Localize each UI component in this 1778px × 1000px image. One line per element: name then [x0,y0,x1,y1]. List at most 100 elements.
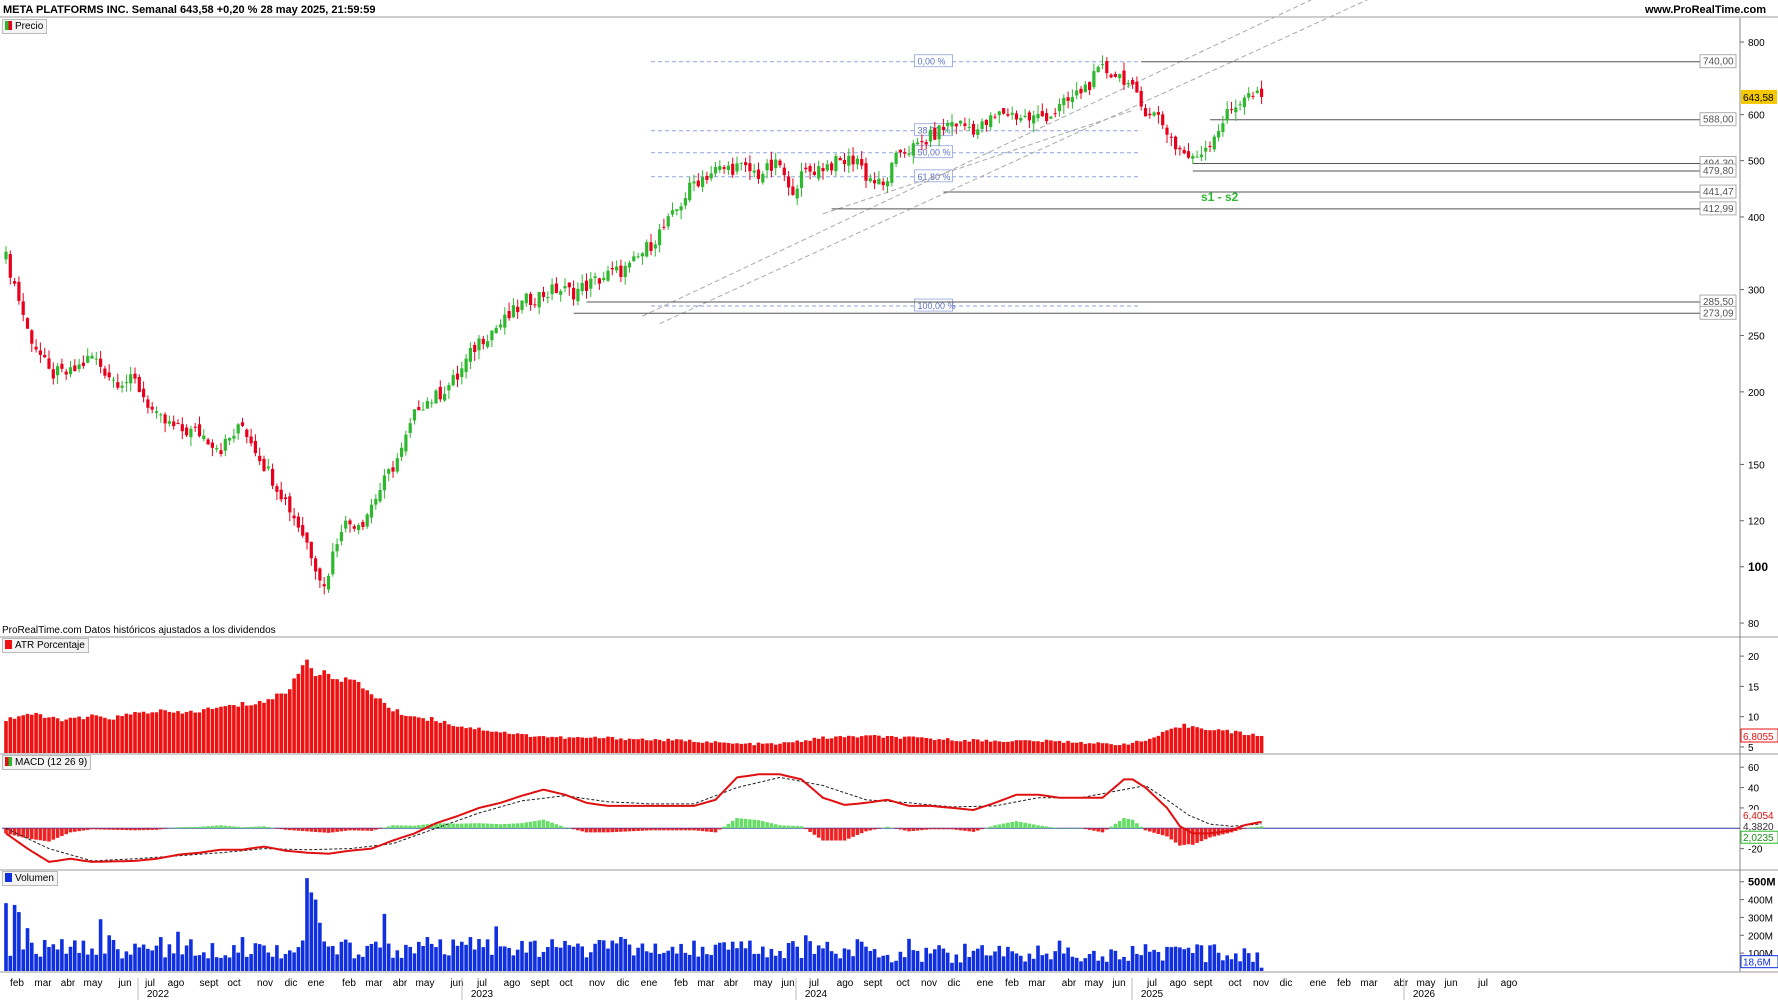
volume-bar [472,949,477,971]
candle-body [645,242,649,257]
candle-body [971,123,976,135]
volume-bar [1001,956,1006,971]
volume-bar [133,943,137,971]
volume-bar [503,946,507,971]
candle-body [13,281,17,284]
macd-hist-bar [670,828,675,831]
macd-hist-bar [438,823,443,829]
atr-bar [1186,727,1191,753]
candle-body [1178,147,1182,150]
candle-body [1019,117,1023,121]
atr-bar [1083,743,1088,753]
volume-bar [1216,952,1221,971]
volume-swatch-icon [5,873,12,882]
atr-bar [619,738,623,753]
candle-body [959,120,963,124]
candle-body [73,365,77,372]
volume-bar [1040,955,1045,971]
macd-hist-bar [128,828,133,831]
volume-bar [1066,947,1070,971]
atr-bar [300,665,305,753]
candle-body [357,524,361,531]
candle-body [658,229,662,246]
candle-body [1036,113,1040,119]
candle-body [1109,74,1113,78]
macd-hist-bar [636,828,640,831]
volume-bar [601,940,606,971]
macd-hist-bar [666,828,670,831]
atr-bar [847,735,851,753]
candle-body [279,489,283,500]
site-link[interactable]: www.ProRealTime.com [1644,4,1766,16]
volume-bar [589,952,593,971]
macd-hist-bar [378,828,382,829]
macd-hist-bar [1126,818,1131,829]
candle-body [941,126,945,130]
volume-bar [1109,949,1113,971]
atr-bar [670,740,675,753]
candle-body [137,376,141,393]
macd-hist-bar [214,825,219,829]
volume-bar [597,940,602,971]
candle-body [1229,109,1234,111]
volume-bar [292,952,296,971]
macd-hist-bar [1135,823,1139,829]
volume-bar [283,953,288,971]
macd-hist-bar [1036,825,1040,829]
candle-body [954,123,958,127]
volume-bar [563,940,567,971]
volume-bar [1135,953,1139,971]
atr-bar [309,668,314,753]
macd-hist-bar [348,828,352,831]
panel-label-atr[interactable]: ATR Porcentaje [2,638,89,653]
panel-label-macd[interactable]: MACD (12 26 9) [2,755,92,770]
atr-bar [739,743,744,753]
candle-body [541,291,546,297]
fib-label: 0,00 % [918,57,946,67]
volume-bar [614,943,619,971]
panel-label-price[interactable]: Precio [2,19,48,34]
macd-hist-bar [963,828,967,831]
volume-bar [795,946,799,971]
atr-bar [77,716,81,753]
volume-bar [417,941,421,971]
macd-hist-bar [954,828,959,830]
volume-bar [816,945,821,971]
panel-label-volume[interactable]: Volumen [2,871,58,886]
macd-hist-bar [1122,818,1126,829]
volume-bar [937,945,941,971]
candle-body [301,525,305,536]
volume-tick-label: 100M [1748,949,1773,960]
atr-bar [709,742,713,753]
atr-bar [1014,740,1019,753]
atr-bar [85,716,90,753]
atr-last-box [1740,728,1778,743]
atr-bar [472,729,477,753]
atr-bar [808,740,812,753]
atr-bar [1074,742,1079,753]
volume-bar [1096,960,1100,971]
atr-bar [1036,741,1040,753]
macd-hist-bar [881,827,885,829]
atr-bar [116,715,120,753]
atr-bar [1031,741,1036,753]
x-month-label: may [1417,978,1436,989]
candle-body [486,341,490,347]
macd-hist-bar [309,828,314,832]
atr-bar [842,737,847,753]
volume-bar [1208,945,1212,971]
atr-bar [984,739,989,753]
macd-hist-bar [30,828,34,840]
atr-bar [890,736,894,753]
atr-bar [313,676,318,753]
atr-bar [1212,730,1217,753]
volume-bar [55,949,60,971]
atr-bar [425,720,430,753]
volume-bar [90,948,94,971]
atr-bar [1203,729,1208,753]
volume-bar [765,957,769,971]
volume-bar [687,954,692,971]
atr-bar [945,738,950,753]
macd-hist-bar [12,828,17,836]
volume-bar [718,942,722,971]
